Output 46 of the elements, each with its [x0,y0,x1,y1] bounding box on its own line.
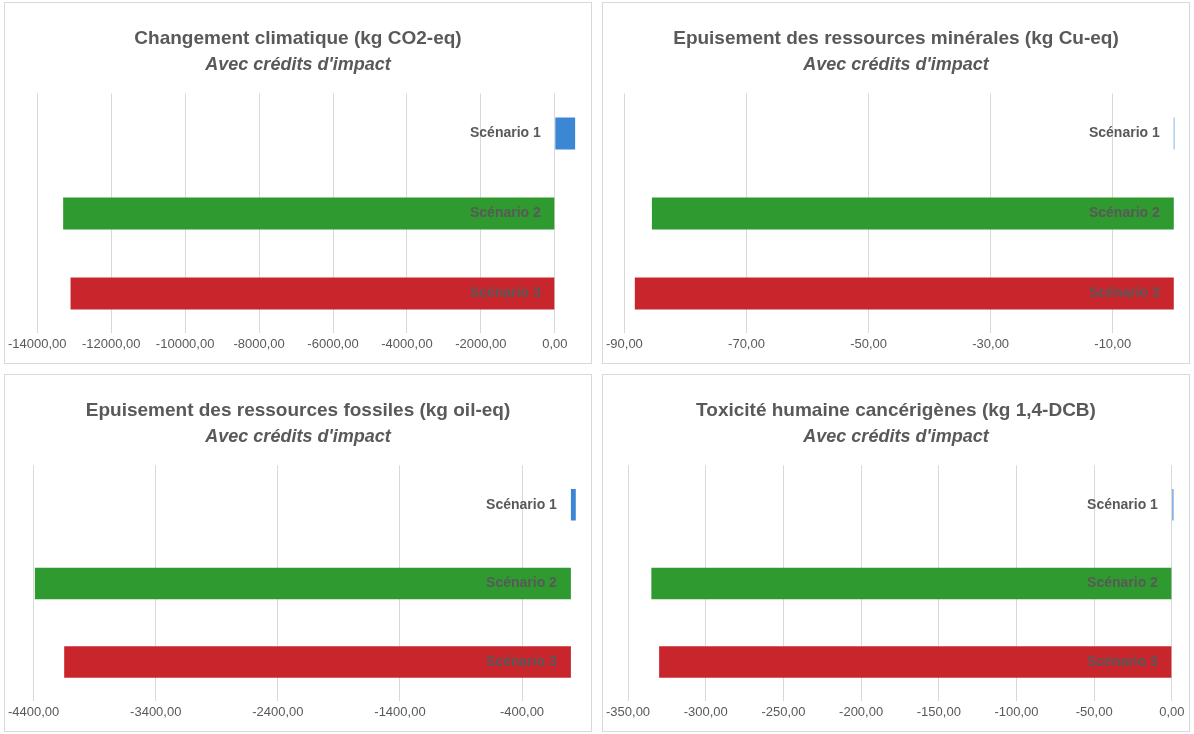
x-tick-label: -4400,00 [8,703,60,719]
x-tick-label: -2000,00 [455,335,507,351]
x-tick-label: -12000,00 [81,335,141,351]
y-tick-label: Scénario 3 [1087,652,1159,669]
x-tick-label: -1400,00 [374,703,426,719]
chart-title: Epuisement des ressources minérales (kg Cu-eq) [673,26,1119,48]
y-tick-label: Scénario 1 [469,124,542,141]
chart-subtitle: Avec crédits d'impact [204,53,392,74]
chart-subtitle: Avec crédits d'impact [204,425,392,446]
y-tick-label: Scénario 1 [486,495,558,512]
y-tick-label: Scénario 3 [469,284,542,301]
y-tick-label: Scénario 2 [486,574,558,591]
x-tick-label: -3400,00 [130,703,182,719]
x-tick-label: -6000,00 [307,335,359,351]
x-tick-label: -400,00 [500,703,545,719]
x-tick-label: -50,00 [850,335,888,351]
x-tick-label: 0,00 [1159,703,1185,719]
y-tick-label: Scénario 2 [469,204,542,221]
chart-subtitle: Avec crédits d'impact [802,425,990,446]
x-tick-label: -4000,00 [381,335,433,351]
y-tick-label: Scénario 2 [1088,204,1160,221]
x-tick-label: -70,00 [728,335,765,351]
x-tick-label: -300,00 [683,703,728,719]
y-tick-label: Scénario 3 [1088,284,1160,301]
x-tick-label: -350,00 [606,703,651,719]
x-tick-label: -150,00 [916,703,961,719]
x-tick-label: -200,00 [839,703,884,719]
x-tick-label: -250,00 [761,703,806,719]
x-tick-label: -8000,00 [233,335,285,351]
y-tick-label: Scénario 1 [1087,495,1159,512]
y-tick-label: Scénario 3 [486,652,558,669]
x-tick-label: -10,00 [1094,335,1132,351]
x-tick-label: -90,00 [605,335,643,351]
y-tick-label: Scénario 1 [1088,124,1160,141]
chart-title: Toxicité humaine cancérigènes (kg 1,4-DCB) [696,398,1096,420]
x-tick-label: -14000,00 [7,335,67,351]
x-tick-label: -50,00 [1075,703,1113,719]
x-tick-label: -30,00 [972,335,1010,351]
x-tick-label: 0,00 [542,335,568,351]
chart-title: Changement climatique (kg CO2-eq) [134,26,462,48]
y-tick-label: Scénario 2 [1087,574,1159,591]
x-tick-label: -2400,00 [252,703,304,719]
chart-subtitle: Avec crédits d'impact [802,53,990,74]
x-tick-label: -100,00 [994,703,1039,719]
chart-title: Epuisement des ressources fossiles (kg oil-eq) [85,398,511,420]
x-tick-label: -10000,00 [155,335,215,351]
